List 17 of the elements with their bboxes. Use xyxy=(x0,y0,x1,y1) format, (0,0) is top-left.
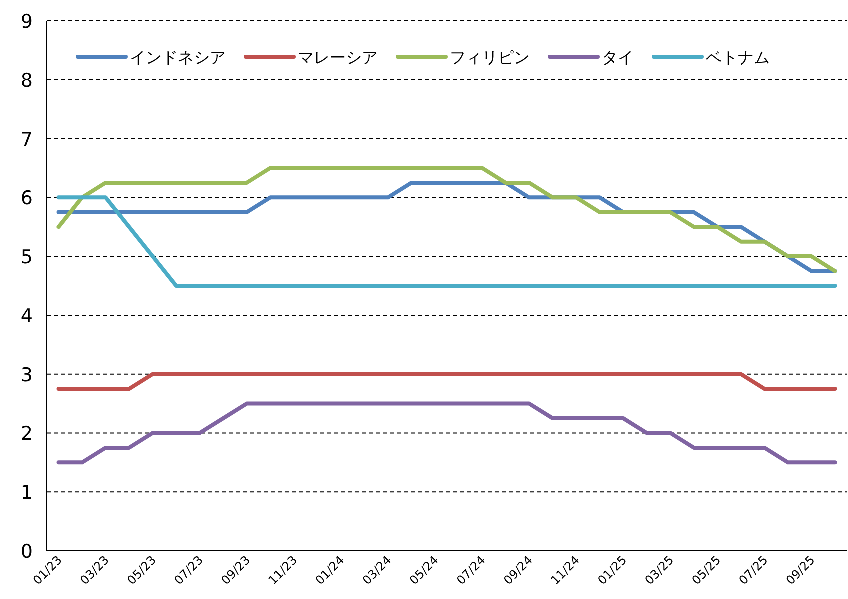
y-tick-label: 0 xyxy=(20,541,33,563)
y-tick-label: 2 xyxy=(20,423,33,446)
y-tick-label: 7 xyxy=(20,128,33,151)
legend-label: ベトナム xyxy=(706,48,770,67)
y-tick-label: 4 xyxy=(20,305,33,328)
y-tick-label: 9 xyxy=(20,11,33,33)
legend-label: フィリピン xyxy=(450,48,530,67)
line-series xyxy=(56,196,838,288)
y-tick-label: 6 xyxy=(20,188,33,210)
y-tick-label: 8 xyxy=(20,70,33,92)
line-series xyxy=(56,402,838,465)
y-tick-label: 3 xyxy=(20,364,33,386)
y-tick-label: 5 xyxy=(20,246,33,269)
legend-label: インドネシア xyxy=(130,48,226,67)
legend-label: タイ xyxy=(602,48,634,67)
y-tick-label: 1 xyxy=(20,482,33,504)
legend-label: マレーシア xyxy=(298,48,378,67)
